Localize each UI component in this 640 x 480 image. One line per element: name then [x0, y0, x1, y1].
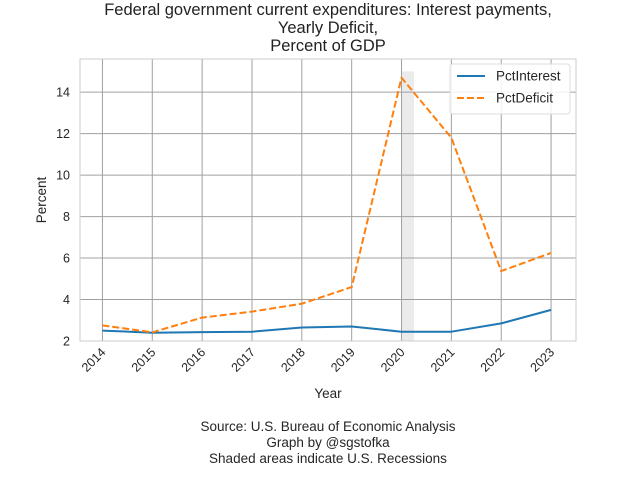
y-tick-label: 10 — [56, 169, 70, 183]
footer: Source: U.S. Bureau of Economic Analysis… — [200, 419, 455, 466]
recession-shading-group — [401, 71, 414, 342]
y-tick-label: 14 — [56, 86, 70, 100]
y-tick-label: 4 — [63, 293, 70, 307]
series-line-pctinterest — [102, 308, 552, 334]
footer-recession-note: Shaded areas indicate U.S. Recessions — [209, 451, 447, 466]
legend-label-pctinterest: PctInterest — [496, 69, 561, 84]
x-tick-label: 2014 — [79, 345, 109, 375]
y-tick-label: 12 — [56, 127, 70, 141]
chart-title-line-1: Federal government current expenditures:… — [104, 1, 552, 19]
x-tick-label: 2023 — [528, 345, 558, 375]
recession-band — [401, 71, 414, 342]
chart-title: Federal government current expenditures:… — [104, 1, 552, 55]
x-tick-label: 2021 — [428, 345, 458, 375]
legend-label-pctdeficit: PctDeficit — [496, 91, 553, 106]
plot-frame — [79, 58, 577, 342]
x-axis-label: Year — [314, 386, 342, 401]
chart-title-line-3: Percent of GDP — [270, 37, 386, 55]
legend: PctInterest PctDeficit — [449, 63, 571, 115]
series-group — [102, 76, 552, 334]
x-tick-label: 2018 — [278, 345, 308, 375]
y-tick-label: 6 — [63, 252, 70, 266]
y-tick-label: 2 — [63, 335, 70, 349]
footer-source: Source: U.S. Bureau of Economic Analysis — [200, 419, 455, 434]
x-tick-label: 2016 — [179, 345, 209, 375]
x-tick-label: 2017 — [229, 345, 259, 375]
chart-title-line-2: Yearly Deficit, — [278, 19, 378, 37]
y-tick-label: 8 — [63, 210, 70, 224]
footer-credit: Graph by @sgstofka — [266, 435, 390, 450]
y-tick-labels: 2 4 6 8 10 12 14 — [56, 86, 70, 349]
y-axis-label: Percent — [34, 176, 49, 223]
x-tick-label: 2020 — [378, 345, 408, 375]
x-tick-label: 2022 — [478, 345, 508, 375]
series-line-pctdeficit — [102, 76, 552, 334]
x-tick-labels: 2014 2015 2016 2017 2018 2019 2020 2021 2022 2023 — [79, 345, 557, 375]
x-tick-label: 2019 — [328, 345, 358, 375]
x-tick-label: 2015 — [129, 345, 159, 375]
